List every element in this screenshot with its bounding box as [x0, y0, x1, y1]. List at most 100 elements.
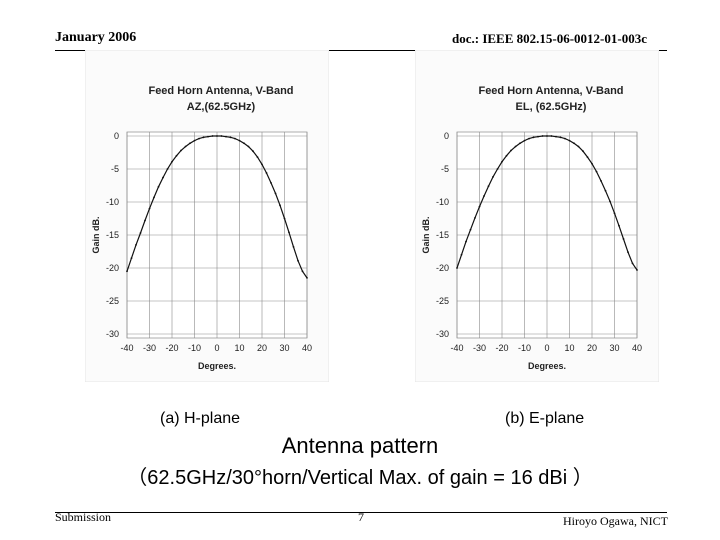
data-point	[501, 160, 503, 163]
data-point	[135, 244, 137, 246]
y-tick-label: -30	[106, 329, 119, 339]
y-tick-label: -20	[106, 263, 119, 273]
data-point	[252, 150, 254, 153]
slide-title: Antenna pattern	[281, 433, 439, 458]
data-point	[460, 253, 463, 256]
x-tick-label: -10	[518, 343, 531, 353]
data-point	[148, 207, 151, 210]
data-point	[193, 139, 196, 142]
y-axis-label: Gain dB.	[91, 216, 101, 253]
data-point	[456, 267, 458, 269]
data-point	[568, 139, 571, 142]
data-point	[546, 135, 548, 137]
y-tick-label: -5	[441, 164, 449, 174]
data-point	[541, 135, 544, 137]
data-point	[613, 212, 616, 215]
data-point	[555, 135, 557, 138]
data-point	[207, 135, 209, 138]
chart-h-plane: 0-5-10-15-20-25-30-40 -30 -20 -10 0 10 20 30 40F…	[85, 50, 329, 382]
data-point	[496, 168, 499, 170]
data-point	[627, 251, 629, 254]
data-point	[175, 154, 178, 157]
data-point	[261, 163, 263, 166]
chart-title: Feed Horn Antenna, V-Band	[148, 85, 293, 97]
y-tick-label: -5	[111, 164, 119, 174]
data-point	[130, 257, 133, 259]
x-tick-label: 0	[214, 343, 219, 353]
x-axis-label: Degrees.	[528, 361, 566, 371]
plot-h-plane: 0 -5 -10 -15 -20 -25 -30 -40 -30 -20 -10 0 10 20 30 40 F…	[85, 50, 329, 382]
x-tick-label: 10	[564, 343, 574, 353]
chart-title: Feed Horn Antenna, V-Band	[478, 85, 623, 97]
chart-e-plane: 0-5-10-15-20-25-30-40 -30 -20 -10 0 10 20 30 40F…	[415, 50, 659, 382]
y-tick-label: -15	[436, 230, 449, 240]
data-point	[514, 145, 517, 148]
x-tick-label: 0	[544, 343, 549, 353]
plot-e-plane: 0 -5 -10 -15 -20 -25 -30 -40 -30 -20 -10 0 10 20 30 40 F…	[415, 50, 659, 382]
data-point	[189, 142, 191, 145]
data-point	[532, 136, 535, 139]
data-point	[292, 245, 295, 248]
data-point	[144, 219, 146, 222]
data-point	[157, 185, 160, 188]
data-point	[537, 135, 539, 138]
data-point	[582, 150, 584, 153]
data-point	[577, 145, 580, 148]
data-point	[279, 204, 281, 207]
x-axis-label: Degrees.	[198, 361, 236, 371]
y-tick-label: -10	[106, 197, 119, 207]
data-point	[609, 200, 611, 203]
data-point	[636, 269, 638, 271]
x-tick-label: 30	[279, 343, 289, 353]
chart-subtitle: AZ,(62.5GHz)	[187, 101, 256, 113]
data-point	[573, 142, 575, 145]
footer-rule	[55, 512, 667, 513]
data-point	[301, 270, 304, 273]
data-point	[297, 259, 299, 262]
data-point	[519, 142, 521, 145]
y-tick-label: -10	[436, 197, 449, 207]
data-point	[234, 137, 236, 140]
data-point	[270, 181, 272, 184]
x-tick-label: 40	[632, 343, 642, 353]
x-tick-label: -20	[495, 343, 508, 353]
footer-submission: Submission	[55, 510, 112, 524]
data-point	[604, 189, 607, 192]
x-tick-label: 40	[302, 343, 312, 353]
data-point	[166, 168, 169, 170]
data-point	[595, 170, 598, 173]
data-point	[622, 238, 625, 240]
data-point	[243, 142, 245, 145]
data-point	[559, 136, 562, 139]
data-point	[288, 231, 290, 234]
data-point	[591, 162, 593, 165]
x-tick-label: -40	[120, 343, 133, 353]
y-axis-label: Gain dB.	[421, 216, 431, 253]
y-tick-label: -20	[436, 263, 449, 273]
caption-h-plane: (a) H-plane	[160, 410, 241, 427]
data-point	[153, 196, 155, 199]
x-tick-label: -20	[165, 343, 178, 353]
data-point	[274, 192, 277, 195]
x-tick-label: -30	[473, 343, 486, 353]
data-point	[202, 136, 205, 139]
data-point	[550, 135, 553, 137]
data-point	[216, 135, 218, 137]
data-point	[505, 154, 508, 157]
data-point	[220, 135, 223, 137]
x-tick-label: -30	[143, 343, 156, 353]
data-point	[238, 139, 241, 142]
caption-e-plane: (b) E-plane	[505, 410, 585, 427]
data-point	[510, 149, 512, 152]
data-point	[492, 176, 494, 178]
data-point	[600, 179, 602, 182]
data-point	[256, 156, 259, 159]
data-point	[180, 149, 182, 152]
data-point	[171, 160, 173, 163]
x-tick-label: 20	[257, 343, 267, 353]
slide-subtitle: （62.5GHz/30°horn/Vertical Max. of gain =…	[127, 467, 593, 489]
data-point	[306, 277, 308, 279]
x-tick-label: -10	[188, 343, 201, 353]
y-tick-label: -30	[436, 329, 449, 339]
data-point	[184, 145, 187, 148]
